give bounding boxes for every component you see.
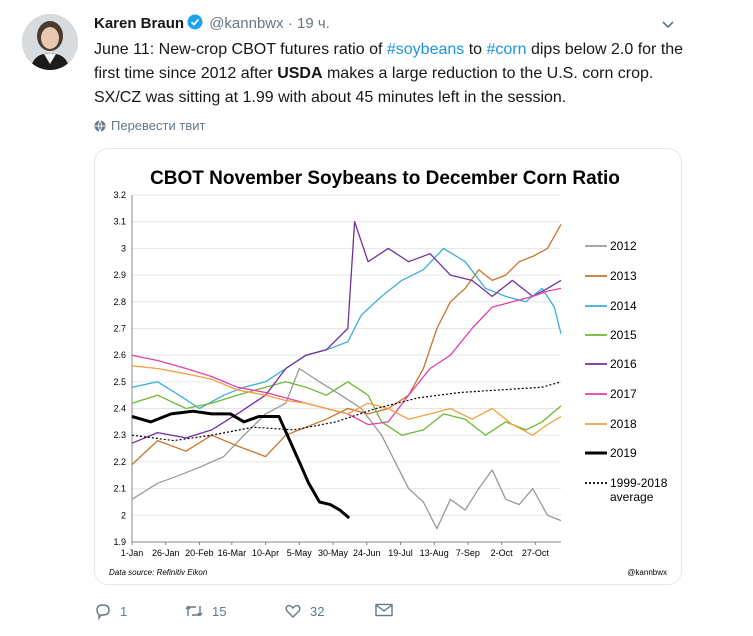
chart-source: Data source: Refinitiv Eikon bbox=[109, 568, 208, 577]
message-button[interactable] bbox=[374, 602, 394, 618]
legend-label: 2019 bbox=[610, 446, 637, 460]
series-line-2019 bbox=[131, 409, 351, 520]
author-name[interactable]: Karen Braun bbox=[94, 15, 185, 32]
heart-icon bbox=[285, 604, 301, 618]
x-tick-label: 5-May bbox=[287, 548, 313, 558]
x-tick-label: 20-Feb bbox=[185, 548, 214, 558]
y-tick-label: 3.1 bbox=[113, 217, 126, 227]
legend-label: 2015 bbox=[610, 328, 637, 342]
chart-axes: 1.9 2 2.1 2.2 2.3 2.4 2.5 2.6 2.7 2.8 2.9 3 3.1 3.2 1-… bbox=[113, 190, 561, 558]
chart-series bbox=[131, 221, 562, 530]
series-line-2015 bbox=[131, 381, 562, 436]
x-tick-label: 16-Mar bbox=[218, 548, 247, 558]
y-tick-label: 2 bbox=[121, 510, 126, 520]
y-tick-label: 2.7 bbox=[113, 323, 126, 333]
legend-label: 2016 bbox=[610, 357, 637, 371]
x-tick-label: 1-Jan bbox=[121, 548, 144, 558]
reply-count: 1 bbox=[120, 603, 128, 619]
retweet-button[interactable]: 15 bbox=[184, 602, 226, 620]
author-handle[interactable]: @kannbwx bbox=[209, 15, 284, 32]
tweet-actions: 1 15 32 bbox=[94, 602, 414, 624]
series-line-2014 bbox=[131, 247, 562, 410]
y-tick-label: 2.1 bbox=[113, 484, 126, 494]
tweet-text: June 11: New-crop CBOT futures ratio of … bbox=[94, 38, 694, 110]
chart: CBOT November Soybeans to December Corn … bbox=[109, 168, 668, 577]
series-line-2016 bbox=[131, 221, 562, 444]
y-tick-label: 2.3 bbox=[113, 430, 126, 440]
x-tick-label: 2-Oct bbox=[491, 548, 514, 558]
legend-label: 2018 bbox=[610, 417, 637, 431]
tweet-header: Karen Braun @kannbwx · 19 ч. bbox=[94, 14, 330, 34]
y-tick-label: 2.9 bbox=[113, 270, 126, 280]
y-tick-label: 2.4 bbox=[113, 404, 126, 414]
legend-label: 2017 bbox=[610, 387, 637, 401]
legend-label: 2014 bbox=[610, 299, 637, 313]
tweet-text-part: to bbox=[464, 41, 487, 58]
x-tick-label: 26-Jan bbox=[152, 548, 180, 558]
translate-tweet-link[interactable]: Перевести твит bbox=[94, 118, 205, 133]
chart-credit: @kannbwx bbox=[627, 568, 667, 577]
retweet-count: 15 bbox=[212, 603, 227, 619]
series-line-1999-2018-average bbox=[131, 381, 562, 442]
chevron-down-icon[interactable] bbox=[660, 16, 676, 32]
y-tick-label: 1.9 bbox=[113, 537, 126, 547]
series-line-2013 bbox=[131, 224, 562, 466]
y-tick-label: 3.2 bbox=[113, 190, 126, 200]
y-tick-label: 2.8 bbox=[113, 297, 126, 307]
series-line-2012 bbox=[131, 367, 562, 530]
x-tick-label: 24-Jun bbox=[353, 548, 381, 558]
series-line-2017 bbox=[131, 287, 562, 426]
x-tick-label: 13-Aug bbox=[420, 548, 449, 558]
x-tick-label: 10-Apr bbox=[252, 548, 279, 558]
y-tick-label: 3 bbox=[121, 243, 126, 253]
series-line-2018 bbox=[131, 365, 562, 436]
tweet-text-part: June 11: New-crop CBOT futures ratio of bbox=[94, 41, 387, 58]
avatar-image bbox=[22, 14, 78, 70]
retweet-icon bbox=[185, 605, 203, 617]
tweet-text-part: dips below 2.0 for the first time since … bbox=[94, 41, 684, 82]
avatar[interactable] bbox=[22, 14, 78, 70]
chart-legend: 2012 2013 2014 2015 2016 2017 2018 2019 1999-201… bbox=[585, 239, 668, 504]
chart-title: CBOT November Soybeans to December Corn … bbox=[150, 168, 620, 189]
tweet-text-part: makes a large reduction to the U.S. corn… bbox=[94, 65, 654, 106]
reply-button[interactable]: 1 bbox=[94, 602, 127, 620]
translate-label: Перевести твит bbox=[111, 118, 206, 133]
x-tick-label: 19-Jul bbox=[388, 548, 413, 558]
x-tick-label: 30-May bbox=[318, 548, 349, 558]
y-tick-label: 2.5 bbox=[113, 377, 126, 387]
hashtag-link[interactable]: #corn bbox=[486, 41, 527, 58]
legend-label: 2012 bbox=[610, 239, 637, 253]
hashtag-link[interactable]: #soybeans bbox=[386, 41, 465, 58]
x-tick-label: 7-Sep bbox=[456, 548, 480, 558]
legend-label: 1999-2018 average bbox=[610, 476, 668, 504]
x-tick-label: 27-Oct bbox=[522, 548, 550, 558]
legend-label: 2013 bbox=[610, 269, 637, 283]
like-button[interactable]: 32 bbox=[284, 602, 324, 620]
tweet-text-bold: USDA bbox=[277, 65, 323, 82]
y-tick-label: 2.6 bbox=[113, 350, 126, 360]
y-tick-label: 2.2 bbox=[113, 457, 126, 467]
reply-icon bbox=[96, 604, 110, 620]
tweet-media-card[interactable]: CBOT November Soybeans to December Corn … bbox=[94, 148, 682, 585]
envelope-icon bbox=[375, 603, 393, 617]
tweet-timestamp[interactable]: · 19 ч. bbox=[287, 15, 330, 32]
globe-icon bbox=[94, 119, 106, 132]
like-count: 32 bbox=[310, 603, 325, 619]
verified-badge-icon bbox=[187, 14, 203, 34]
